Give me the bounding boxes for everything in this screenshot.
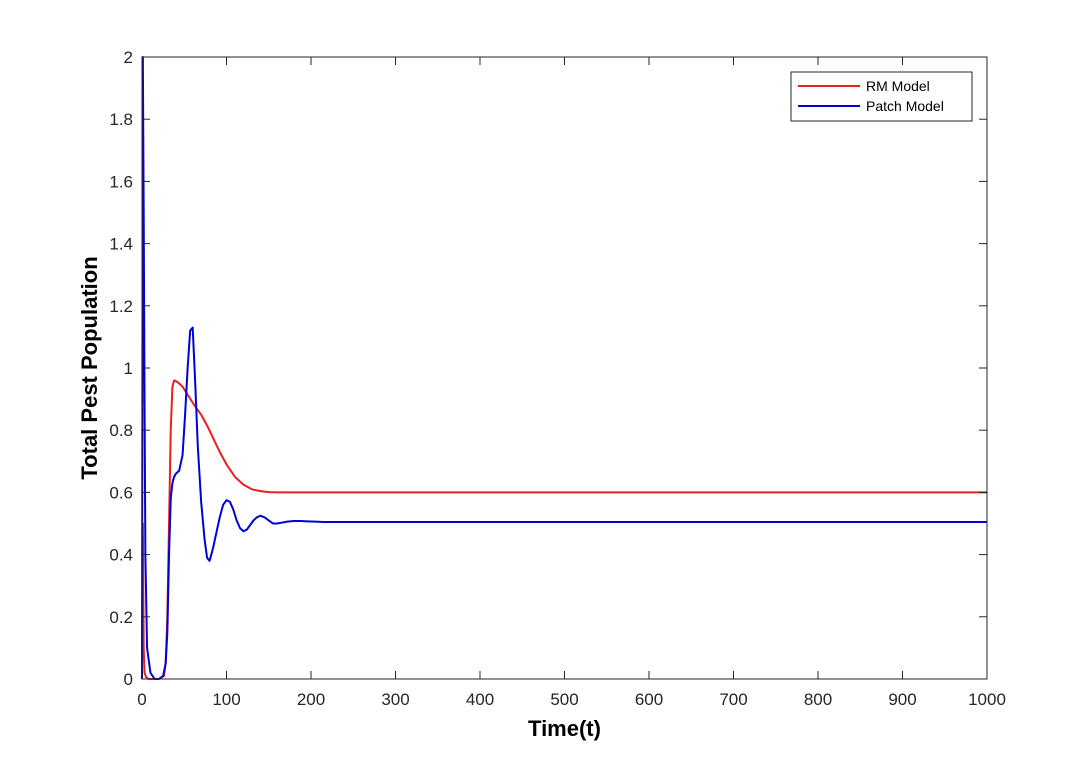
legend: RM Model Patch Model — [790, 71, 973, 122]
legend-label-rm-model: RM Model — [866, 78, 930, 94]
y-tick-label: 0.4 — [109, 546, 133, 565]
y-tick-label: 0.2 — [109, 608, 133, 627]
legend-label-patch-model: Patch Model — [866, 98, 944, 114]
y-axis-label: Total Pest Population — [77, 256, 102, 479]
y-tick-label: 1 — [124, 359, 133, 378]
x-tick-label: 100 — [212, 690, 240, 709]
plot-area — [142, 57, 987, 679]
y-tick-label: 0.6 — [109, 483, 133, 502]
x-tick-label: 600 — [635, 690, 663, 709]
tick-label-layer: 0 100 200 300 400 500 600 700 800 900 1000 0 0.2 0.4 0… — [109, 48, 1006, 709]
y-tick-label: 1.8 — [109, 110, 133, 129]
y-tick-label: 1.4 — [109, 235, 133, 254]
x-tick-label: 900 — [888, 690, 916, 709]
y-tick-label: 0.8 — [109, 421, 133, 440]
y-tick-label: 1.2 — [109, 297, 133, 316]
plot-frame — [141, 56, 988, 680]
x-tick-label: 700 — [719, 690, 747, 709]
x-tick-label: 400 — [466, 690, 494, 709]
x-tick-label: 500 — [550, 690, 578, 709]
y-tick-label: 1.6 — [109, 172, 133, 191]
x-tick-label: 200 — [297, 690, 325, 709]
legend-box — [790, 71, 973, 122]
x-tick-label: 0 — [137, 690, 146, 709]
x-tick-label: 1000 — [968, 690, 1006, 709]
x-tick-label: 300 — [381, 690, 409, 709]
y-tick-label: 0 — [124, 670, 133, 689]
y-tick-label: 2 — [124, 48, 133, 67]
x-axis-label: Time(t) — [528, 716, 601, 741]
x-tick-label: 800 — [804, 690, 832, 709]
series-line-patch-model — [141, 56, 987, 680]
